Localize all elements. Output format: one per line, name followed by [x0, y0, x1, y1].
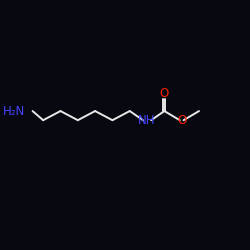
- Text: O: O: [160, 88, 169, 101]
- Text: O: O: [177, 114, 186, 127]
- Text: NH: NH: [138, 114, 156, 127]
- Text: H₂N: H₂N: [2, 104, 25, 118]
